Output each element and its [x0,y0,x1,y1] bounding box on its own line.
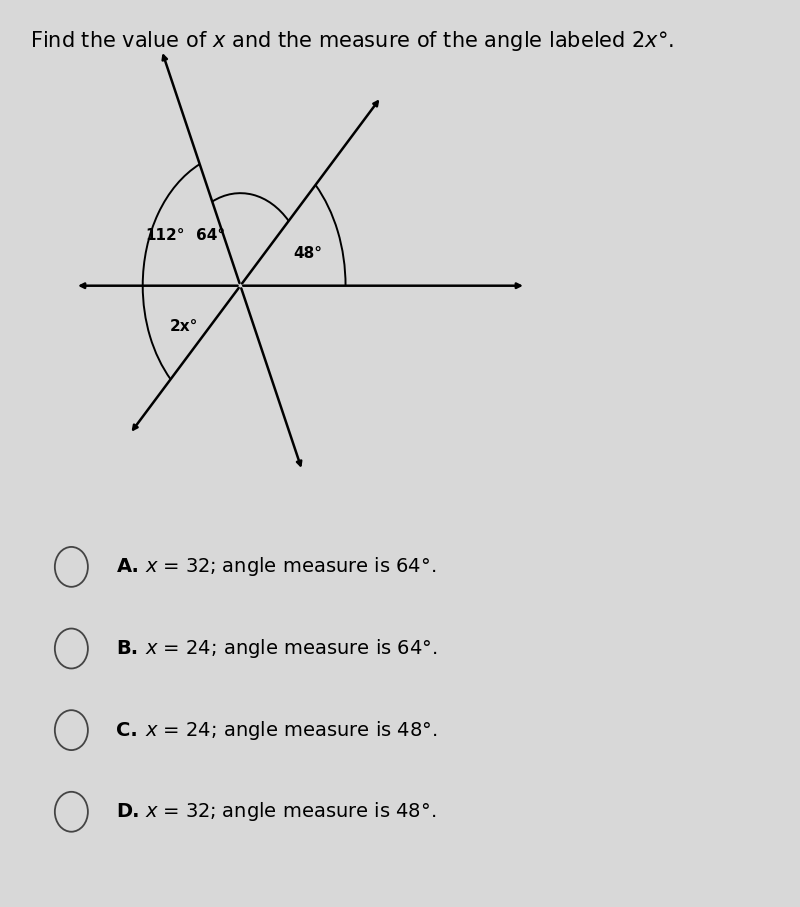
Text: C.: C. [117,721,138,739]
Text: 112°: 112° [146,229,185,243]
Text: Find the value of $\it{x}$ and the measure of the angle labeled 2$\it{x}$°.: Find the value of $\it{x}$ and the measu… [30,29,674,53]
Text: B.: B. [117,639,138,658]
Text: A.: A. [117,558,139,576]
Text: $\it{x}$ = 24; angle measure is 48°.: $\it{x}$ = 24; angle measure is 48°. [139,718,438,742]
Text: D.: D. [117,803,140,821]
Text: $\it{x}$ = 24; angle measure is 64°.: $\it{x}$ = 24; angle measure is 64°. [139,637,438,660]
Text: 64°: 64° [196,229,225,243]
Text: 48°: 48° [294,247,322,261]
Text: $\it{x}$ = 32; angle measure is 48°.: $\it{x}$ = 32; angle measure is 48°. [139,800,436,824]
Text: $\it{x}$ = 32; angle measure is 64°.: $\it{x}$ = 32; angle measure is 64°. [139,555,436,579]
Text: 2x°: 2x° [170,319,198,334]
